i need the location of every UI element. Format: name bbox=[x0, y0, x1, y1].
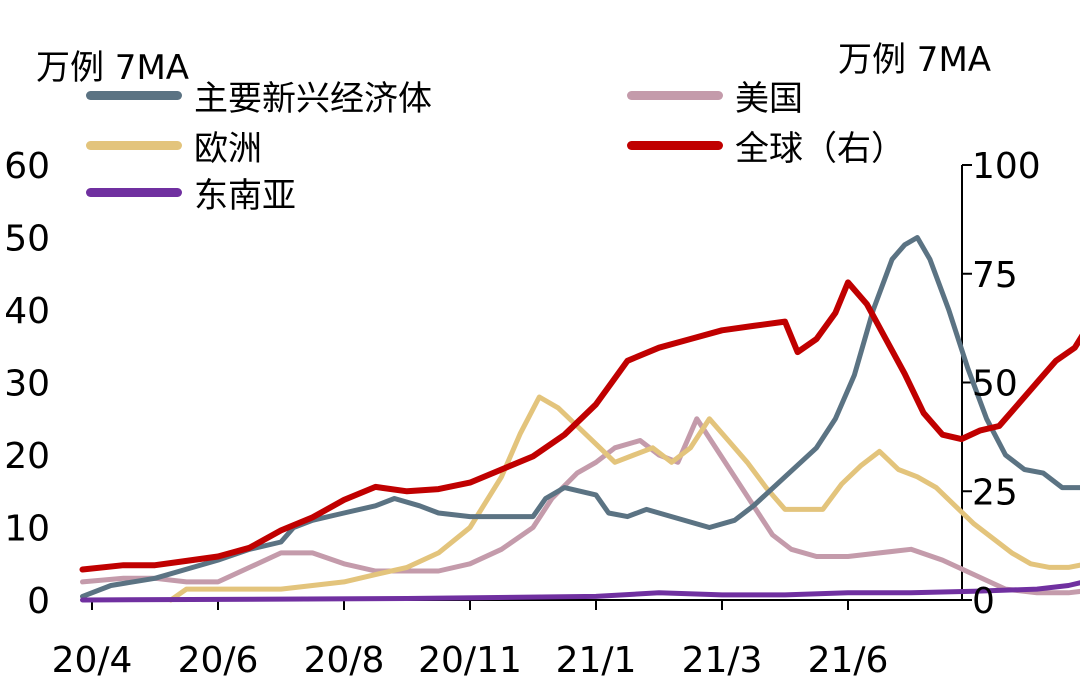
series-line-4 bbox=[79, 279, 1080, 573]
left-y-tick-label: 30 bbox=[4, 364, 50, 405]
legend-item-usa: 美国 bbox=[627, 75, 803, 119]
axes bbox=[82, 164, 972, 610]
x-tick-label: 21/3 bbox=[682, 640, 763, 681]
left-y-tick-label: 60 bbox=[4, 146, 50, 187]
right-y-tick-label: 75 bbox=[972, 255, 1018, 296]
x-tick-label: 20/6 bbox=[178, 640, 259, 681]
x-tick-label: 20/4 bbox=[52, 640, 133, 681]
x-tick-label: 21/1 bbox=[556, 640, 637, 681]
legend-label: 主要新兴经济体 bbox=[194, 78, 432, 119]
legend-item-europe: 欧洲 bbox=[86, 125, 262, 169]
legend-label: 东南亚 bbox=[194, 175, 296, 216]
right-y-tick-label: 50 bbox=[972, 364, 1018, 405]
legend-label: 全球（右） bbox=[735, 128, 905, 169]
right-y-tick-label: 0 bbox=[972, 581, 995, 622]
legend-item-emerging: 主要新兴经济体 bbox=[86, 75, 432, 119]
left-y-tick-label: 40 bbox=[4, 291, 50, 332]
legend-swatch bbox=[86, 187, 182, 197]
x-tick-label: 20/8 bbox=[304, 640, 385, 681]
legend-item-southeast-asia: 东南亚 bbox=[86, 172, 296, 216]
left-axis-unit: 万例 7MA bbox=[36, 48, 190, 88]
x-tick-label: 21/6 bbox=[808, 640, 889, 681]
legend-swatch bbox=[627, 140, 723, 150]
x-tick-label: 20/11 bbox=[418, 640, 522, 681]
series-line-2 bbox=[168, 394, 1080, 603]
series-lines bbox=[79, 235, 1080, 603]
legend-swatch bbox=[86, 140, 182, 150]
legend-swatch bbox=[86, 90, 182, 100]
legend-swatch bbox=[627, 90, 723, 100]
series-line-1 bbox=[80, 416, 1080, 596]
series-line-3 bbox=[80, 580, 1080, 603]
right-y-tick-label: 100 bbox=[972, 146, 1041, 187]
left-y-tick-label: 0 bbox=[27, 581, 50, 622]
legend-item-global: 全球（右） bbox=[627, 125, 905, 169]
left-y-tick-label: 10 bbox=[4, 509, 50, 550]
tick-labels: 20/4 20/6 20/8 20/11 21/1 21/3 21/6 0 10 20 30 40 50… bbox=[4, 146, 1041, 681]
series-line-0 bbox=[80, 235, 1080, 599]
left-y-tick-label: 50 bbox=[4, 219, 50, 260]
left-y-tick-label: 20 bbox=[4, 436, 50, 477]
legend-label: 美国 bbox=[735, 78, 803, 119]
legend-label: 欧洲 bbox=[194, 128, 262, 169]
right-y-tick-label: 25 bbox=[972, 472, 1018, 513]
right-axis-unit: 万例 7MA bbox=[838, 40, 992, 80]
